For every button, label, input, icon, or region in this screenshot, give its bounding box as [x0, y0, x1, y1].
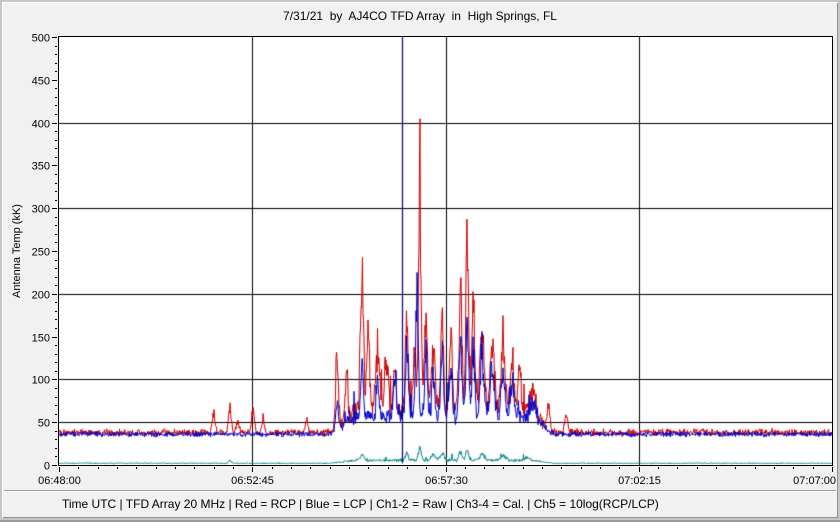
y-tick-label: 300 — [32, 204, 50, 216]
plot-area[interactable] — [58, 36, 833, 466]
y-tick-label: 0 — [44, 461, 50, 473]
x-tick-label: 06:52:45 — [231, 475, 274, 487]
status-bar: Time UTC | TFD Array 20 MHz | Red = RCP … — [4, 490, 836, 516]
y-tick-label: 150 — [32, 333, 50, 345]
chart-canvas[interactable] — [59, 37, 832, 465]
y-tick-label: 200 — [32, 290, 50, 302]
x-tick-label: 07:07:00 — [793, 475, 836, 487]
y-tick-label: 450 — [32, 76, 50, 88]
y-tick-label: 350 — [32, 161, 50, 173]
y-tick-label: 100 — [32, 375, 50, 387]
y-tick-label: 50 — [38, 418, 50, 430]
chart-title: 7/31/21 by AJ4CO TFD Array in High Sprin… — [283, 9, 557, 23]
y-tick-label: 400 — [32, 119, 50, 131]
x-tick-label: 06:48:00 — [38, 475, 81, 487]
status-bar-text: Time UTC | TFD Array 20 MHz | Red = RCP … — [62, 497, 659, 511]
y-axis-label: Antenna Temp (kK) — [11, 204, 23, 298]
y-tick-label: 500 — [32, 33, 50, 45]
x-tick-label: 07:02:15 — [618, 475, 661, 487]
y-tick-label: 250 — [32, 247, 50, 259]
x-tick-label: 06:57:30 — [425, 475, 468, 487]
